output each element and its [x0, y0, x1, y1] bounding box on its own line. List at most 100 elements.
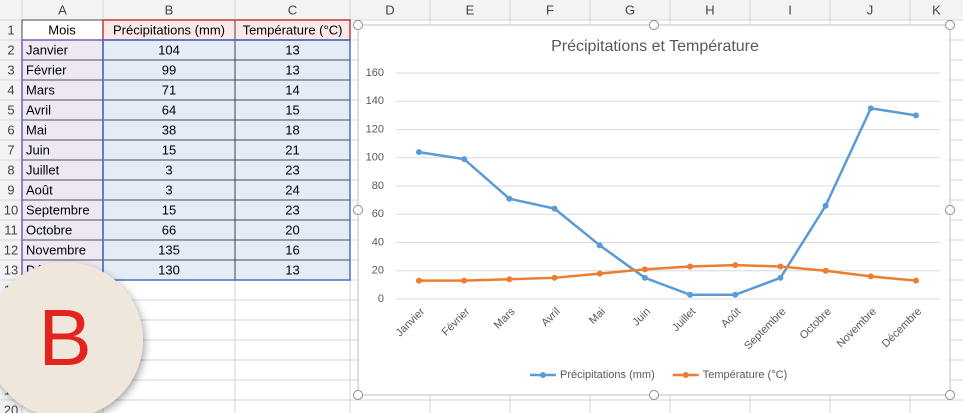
month-cell: Janvier	[26, 42, 69, 57]
month-cell: Février	[26, 62, 67, 77]
chart-title: Précipitations et Température	[551, 38, 759, 55]
row-header: 10	[4, 202, 18, 217]
data-point	[596, 270, 603, 277]
value-cell: 3	[165, 162, 172, 177]
row-header: 3	[7, 62, 14, 77]
badge-letter: B	[38, 293, 91, 382]
column-header: I	[788, 2, 792, 17]
y-tick-label: 140	[366, 95, 384, 107]
legend-label: Température (°C)	[703, 369, 787, 381]
y-tick-label: 160	[366, 67, 384, 79]
column-header: K	[932, 2, 941, 17]
value-cell: 13	[285, 262, 299, 277]
data-point	[506, 276, 513, 283]
value-cell: 64	[162, 102, 176, 117]
resize-handle[interactable]	[649, 20, 659, 30]
month-cell: Mai	[26, 122, 47, 137]
value-cell: 14	[285, 82, 299, 97]
resize-handle[interactable]	[353, 205, 363, 215]
month-cell: Juin	[26, 142, 50, 157]
series-line	[419, 263, 917, 282]
data-point	[777, 274, 784, 281]
month-cell: Octobre	[26, 222, 72, 237]
value-cell: 23	[285, 202, 299, 217]
y-tick-label: 60	[372, 208, 384, 220]
data-point	[913, 112, 919, 119]
data-point	[822, 202, 829, 209]
row-header: 7	[7, 142, 14, 157]
data-point	[596, 242, 603, 249]
value-cell: 15	[162, 142, 176, 157]
y-tick-label: 100	[366, 152, 384, 164]
y-tick-label: 80	[372, 180, 384, 192]
value-cell: 71	[162, 82, 176, 97]
resize-handle[interactable]	[353, 390, 363, 400]
legend-label: Précipitations (mm)	[560, 369, 655, 381]
data-point	[732, 262, 739, 269]
data-point	[506, 195, 513, 202]
row-header: 1	[7, 22, 14, 37]
column-header: F	[546, 2, 554, 17]
column-header: C	[288, 2, 297, 17]
data-point	[777, 263, 784, 270]
y-tick-label: 0	[378, 293, 384, 305]
resize-handle[interactable]	[945, 205, 955, 215]
data-point	[461, 277, 468, 284]
series-line	[418, 107, 917, 297]
value-cell: 21	[285, 142, 299, 157]
column-header: H	[705, 2, 714, 17]
row-header: 2	[7, 42, 14, 57]
column-header-bar	[0, 0, 963, 20]
row-header: 6	[7, 122, 14, 137]
row-header: 13	[4, 262, 18, 277]
value-cell: 99	[162, 62, 176, 77]
row-header: 20	[4, 402, 18, 413]
row-header: 8	[7, 162, 14, 177]
legend-marker	[682, 372, 689, 378]
column-header: J	[867, 2, 874, 17]
value-cell: 13	[285, 62, 299, 77]
row-header: 12	[4, 242, 18, 257]
row-header: 11	[4, 222, 18, 237]
table-header: Précipitations (mm)	[113, 22, 225, 37]
value-cell: 24	[285, 182, 299, 197]
value-cell: 15	[162, 202, 176, 217]
month-cell: Juillet	[26, 162, 60, 177]
data-point	[687, 263, 694, 270]
column-header: E	[466, 2, 475, 17]
legend-marker	[540, 372, 546, 378]
y-tick-label: 20	[372, 265, 384, 277]
resize-handle[interactable]	[945, 390, 955, 400]
data-point	[416, 277, 422, 284]
data-point	[867, 273, 874, 280]
data-point	[461, 156, 468, 163]
y-tick-label: 40	[372, 236, 384, 248]
month-cell: Novembre	[26, 242, 86, 257]
month-cell: Août	[26, 182, 53, 197]
value-cell: 16	[285, 242, 299, 257]
data-point	[687, 291, 694, 298]
table-header: Mois	[48, 22, 76, 37]
data-point	[913, 277, 919, 284]
row-header: 9	[7, 182, 14, 197]
value-cell: 3	[165, 182, 172, 197]
column-header: A	[58, 2, 67, 17]
month-cell: Septembre	[26, 202, 90, 217]
y-tick-label: 120	[366, 123, 384, 135]
data-point	[641, 266, 648, 273]
resize-handle[interactable]	[649, 390, 659, 400]
data-point	[551, 274, 558, 281]
data-point	[551, 205, 558, 212]
value-cell: 20	[285, 222, 299, 237]
data-point	[416, 149, 422, 156]
resize-handle[interactable]	[945, 20, 955, 30]
value-cell: 18	[285, 122, 299, 137]
data-point	[732, 291, 739, 298]
table-header: Température (°C)	[243, 22, 343, 37]
data-point	[822, 267, 829, 274]
selection-fill	[103, 20, 350, 40]
value-cell: 66	[162, 222, 176, 237]
resize-handle[interactable]	[353, 20, 363, 30]
badge-circle	[0, 262, 143, 413]
chart-area[interactable]	[357, 24, 951, 396]
